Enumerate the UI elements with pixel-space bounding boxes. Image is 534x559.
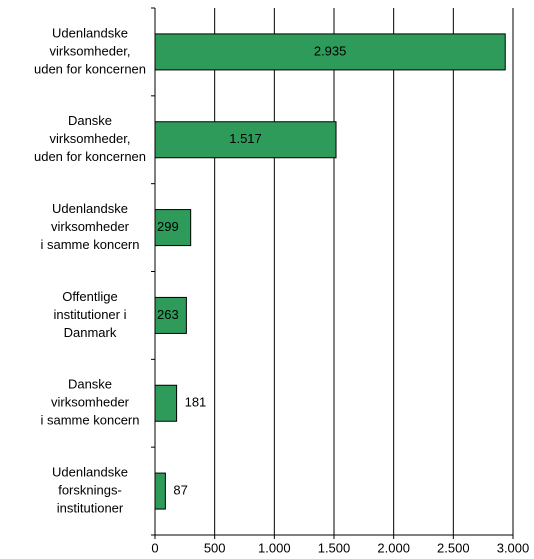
bar <box>154 296 187 334</box>
x-tick-label: 2.000 <box>377 540 410 555</box>
x-tick-label: 1.500 <box>318 540 351 555</box>
bar <box>154 33 506 71</box>
value-label: 181 <box>185 395 207 410</box>
y-tick-label: Danske <box>68 377 112 392</box>
y-tick-label: uden for koncernen <box>34 61 146 76</box>
x-tick-label: 1.000 <box>258 540 291 555</box>
y-tick-label: virksomheder <box>51 395 130 410</box>
bar <box>154 121 337 159</box>
y-tick-label: virksomheder, <box>50 131 131 146</box>
x-tick-label: 0 <box>151 540 158 555</box>
y-tick-label: institutioner <box>57 501 124 516</box>
bar <box>154 384 178 422</box>
value-label: 299 <box>157 219 179 234</box>
value-label: 2.935 <box>314 43 347 58</box>
x-tick-label: 3.000 <box>497 540 530 555</box>
y-tick-label: virksomheder <box>51 219 130 234</box>
bar <box>154 209 192 247</box>
value-label: 87 <box>173 483 187 498</box>
y-tick-label: forsknings- <box>58 483 122 498</box>
value-label: 263 <box>157 307 179 322</box>
y-tick-label: Offentlige <box>62 289 117 304</box>
y-tick-label: institutioner i <box>54 307 127 322</box>
y-tick-label: Udenlandske <box>52 201 128 216</box>
x-tick-label: 2.500 <box>437 540 470 555</box>
y-tick-label: Udenlandske <box>52 465 128 480</box>
y-tick-label: uden for koncernen <box>34 149 146 164</box>
value-label: 1.517 <box>229 131 262 146</box>
y-tick-label: Danske <box>68 113 112 128</box>
y-tick-label: i samme koncern <box>41 237 140 252</box>
y-tick-label: i samme koncern <box>41 413 140 428</box>
y-tick-label: Udenlandske <box>52 25 128 40</box>
y-tick-label: Danmark <box>64 325 117 340</box>
bar <box>154 472 166 510</box>
x-tick-label: 500 <box>204 540 226 555</box>
y-tick-label: virksomheder, <box>50 43 131 58</box>
